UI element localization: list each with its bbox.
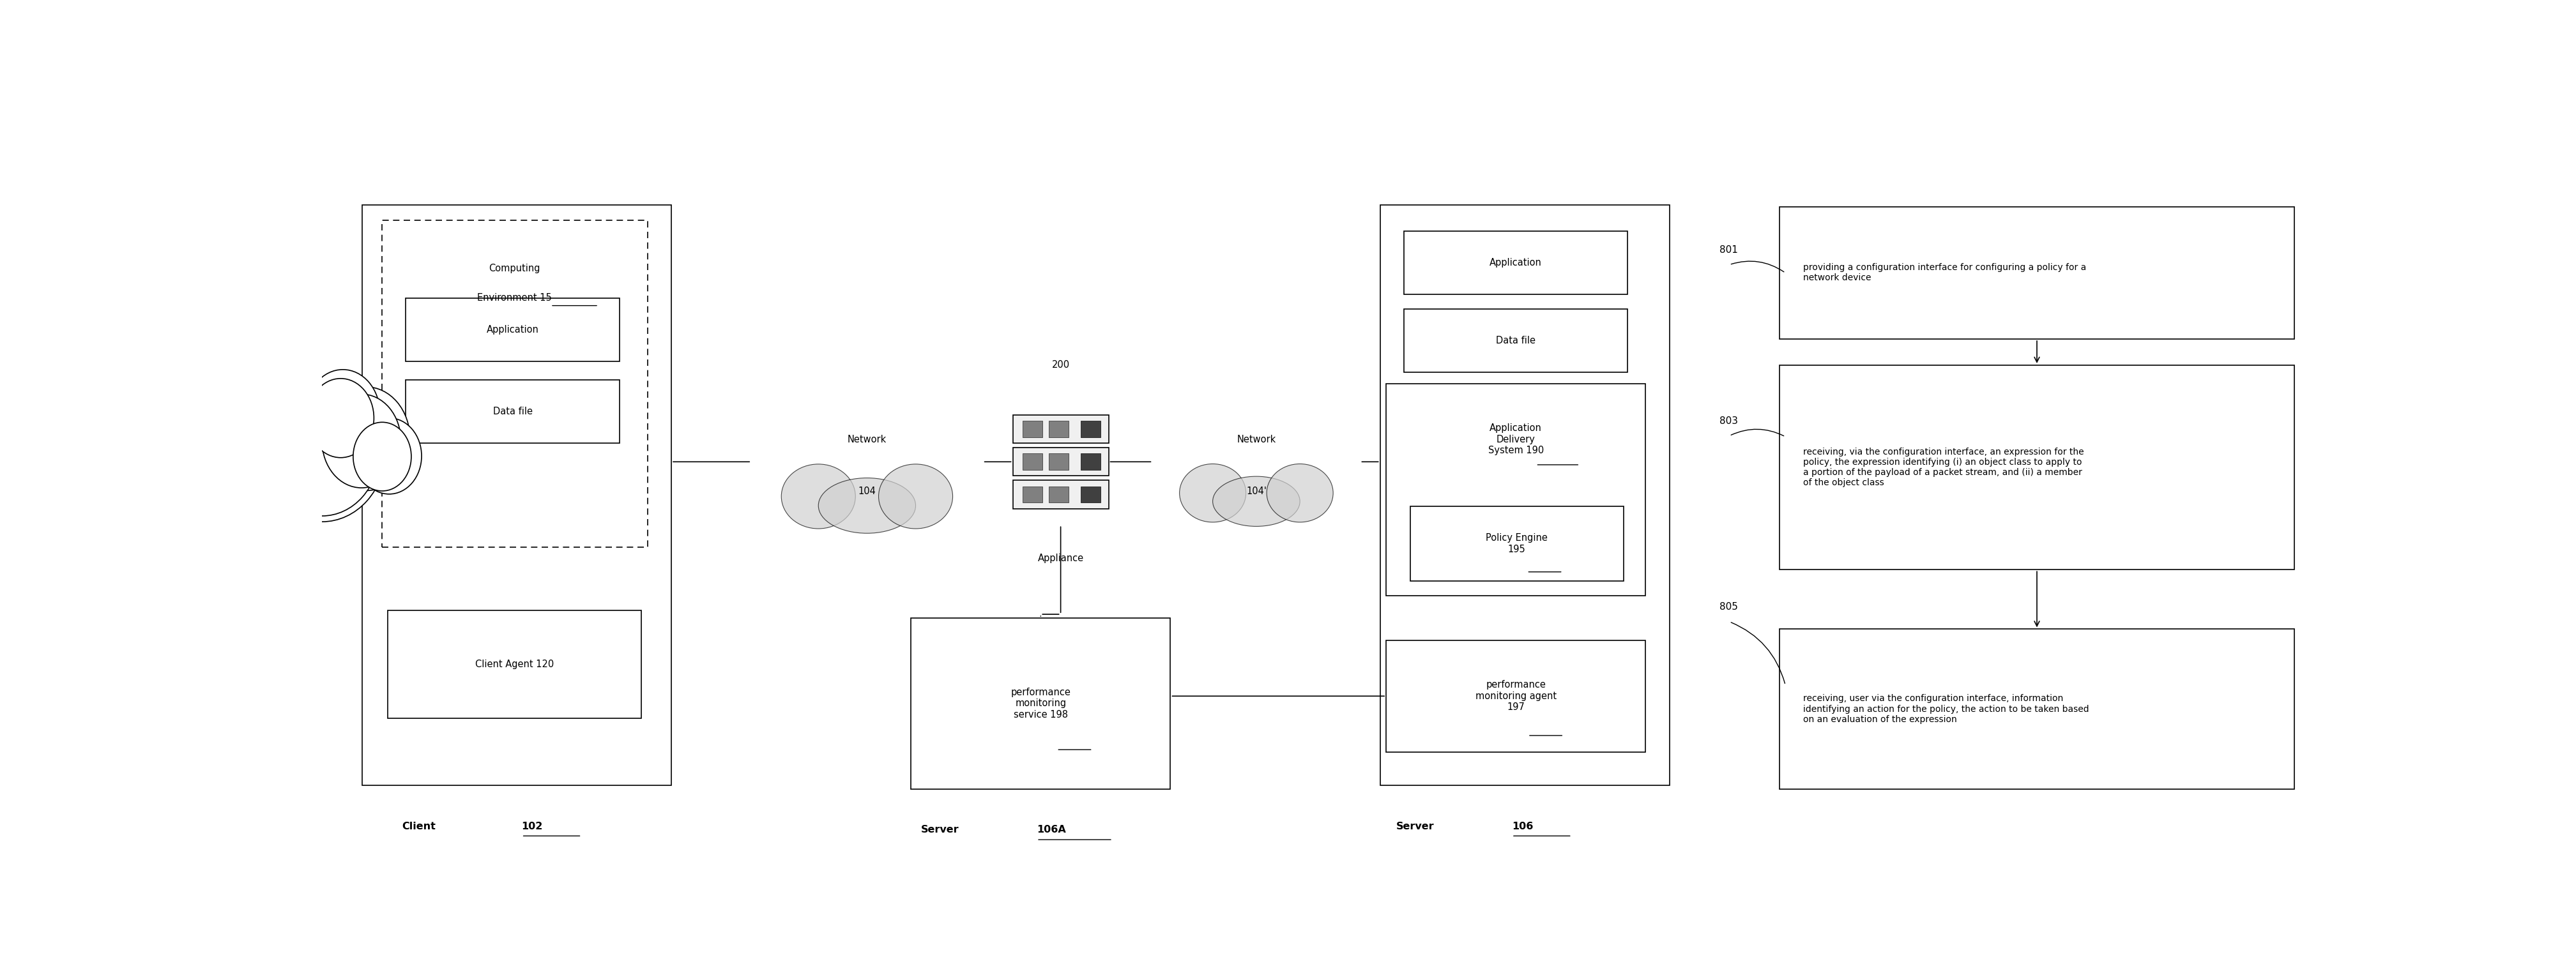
- Text: 803: 803: [1721, 416, 1739, 426]
- Ellipse shape: [353, 422, 412, 491]
- Ellipse shape: [355, 418, 422, 494]
- Bar: [1780, 629, 2295, 789]
- Bar: [407, 298, 618, 361]
- Bar: [1381, 205, 1669, 785]
- Ellipse shape: [270, 379, 337, 458]
- Text: Data file: Data file: [1497, 336, 1535, 346]
- Bar: [361, 205, 672, 785]
- Bar: [1404, 309, 1628, 373]
- Text: receiving, via the configuration interface, an expression for the
policy, the ex: receiving, via the configuration interfa…: [1803, 447, 2084, 488]
- Ellipse shape: [242, 394, 322, 488]
- Text: 106: 106: [1512, 821, 1533, 831]
- Ellipse shape: [1180, 464, 1247, 523]
- Bar: [1012, 447, 1108, 476]
- Text: Network: Network: [848, 435, 886, 444]
- Ellipse shape: [1213, 476, 1301, 526]
- Ellipse shape: [222, 418, 289, 494]
- Bar: [1082, 454, 1100, 470]
- Text: Network: Network: [1236, 435, 1275, 444]
- Bar: [1780, 207, 2295, 339]
- Text: 104: 104: [858, 487, 876, 497]
- Text: Client: Client: [402, 821, 435, 831]
- Text: 102: 102: [523, 821, 544, 831]
- Ellipse shape: [781, 464, 855, 528]
- Bar: [1404, 231, 1628, 295]
- Text: Server: Server: [1396, 821, 1435, 831]
- Text: Application
Delivery
System 190: Application Delivery System 190: [1489, 423, 1543, 455]
- Ellipse shape: [878, 464, 953, 528]
- Ellipse shape: [258, 379, 386, 522]
- Text: 104': 104': [1247, 487, 1267, 497]
- Bar: [1386, 384, 1646, 596]
- Ellipse shape: [265, 386, 379, 516]
- Bar: [381, 220, 647, 548]
- Bar: [1023, 454, 1043, 470]
- Bar: [1780, 365, 2295, 570]
- Text: Application: Application: [1489, 258, 1543, 268]
- Bar: [407, 380, 618, 443]
- Text: Computing: Computing: [489, 264, 541, 273]
- Bar: [1082, 486, 1100, 502]
- Bar: [912, 618, 1170, 789]
- Ellipse shape: [1267, 464, 1334, 523]
- Ellipse shape: [232, 422, 291, 491]
- Bar: [389, 611, 641, 719]
- Bar: [1082, 421, 1100, 438]
- Ellipse shape: [307, 379, 374, 458]
- Text: Policy Engine
195: Policy Engine 195: [1486, 533, 1548, 554]
- Text: performance
monitoring
service 198: performance monitoring service 198: [1010, 688, 1072, 720]
- Text: 801: 801: [1721, 245, 1739, 255]
- Ellipse shape: [322, 386, 410, 491]
- Bar: [1023, 486, 1043, 502]
- Text: Appliance: Appliance: [1038, 554, 1084, 563]
- Bar: [1386, 640, 1646, 752]
- Text: performance
monitoring agent
197: performance monitoring agent 197: [1476, 680, 1556, 712]
- Ellipse shape: [234, 386, 322, 491]
- Ellipse shape: [819, 478, 914, 533]
- Text: 106A: 106A: [1036, 825, 1066, 835]
- Text: Application: Application: [487, 325, 538, 334]
- Text: Client Agent 120: Client Agent 120: [477, 660, 554, 669]
- Bar: [1409, 506, 1623, 581]
- Bar: [1048, 454, 1069, 470]
- Bar: [1048, 421, 1069, 438]
- Text: Server: Server: [922, 825, 958, 835]
- Text: receiving, user via the configuration interface, information
identifying an acti: receiving, user via the configuration in…: [1803, 695, 2089, 724]
- Text: Data file: Data file: [492, 407, 533, 416]
- Bar: [1048, 486, 1069, 502]
- Ellipse shape: [307, 370, 379, 457]
- Ellipse shape: [265, 370, 337, 457]
- Text: 200: 200: [1051, 360, 1069, 370]
- Bar: [1012, 480, 1108, 509]
- Text: Environment 15: Environment 15: [477, 294, 551, 303]
- Text: 805: 805: [1721, 602, 1739, 611]
- Bar: [1023, 421, 1043, 438]
- Bar: [1012, 415, 1108, 443]
- Text: providing a configuration interface for configuring a policy for a
network devic: providing a configuration interface for …: [1803, 263, 2087, 282]
- Ellipse shape: [322, 394, 402, 488]
